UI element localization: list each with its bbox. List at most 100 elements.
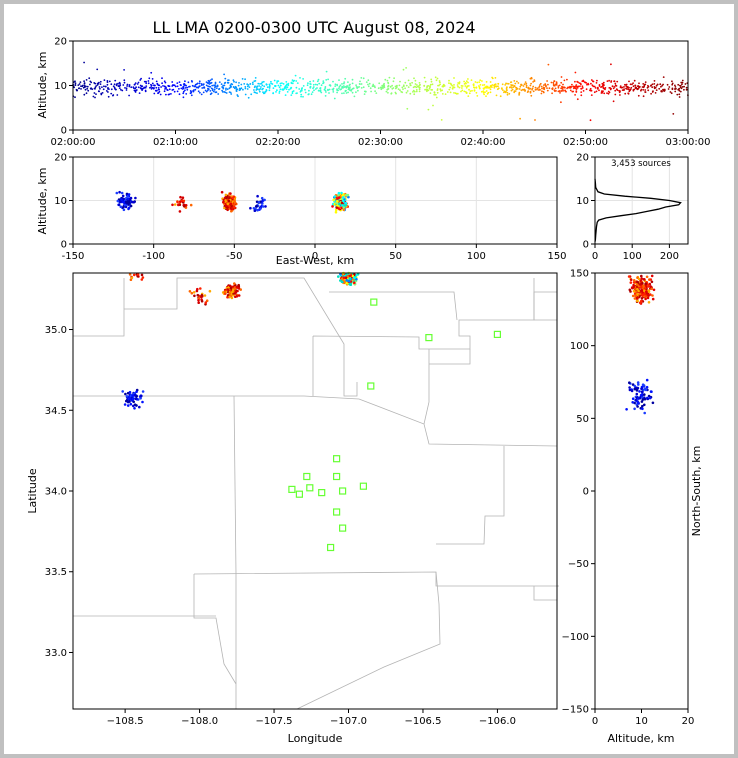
source-point <box>115 84 118 87</box>
source-point <box>125 201 129 204</box>
ew-axis-tick-label: -150 <box>62 251 85 262</box>
source-point <box>89 87 92 90</box>
source-point <box>643 403 646 407</box>
source-point <box>338 85 341 88</box>
source-point <box>132 273 136 277</box>
source-point <box>580 83 582 86</box>
longitude-axis-tick-label: −107.0 <box>330 716 367 727</box>
source-point <box>276 89 278 92</box>
source-point <box>156 82 159 85</box>
source-point <box>126 85 128 87</box>
source-point <box>449 91 452 94</box>
source-point <box>197 90 200 93</box>
source-point <box>527 86 530 89</box>
source-point <box>110 83 113 86</box>
source-point <box>231 290 234 294</box>
source-point <box>561 88 564 90</box>
source-point <box>679 90 682 93</box>
source-point <box>623 88 625 90</box>
source-point <box>359 83 361 85</box>
source-point <box>652 288 656 292</box>
source-point <box>506 91 509 94</box>
source-point <box>393 77 395 80</box>
source-point <box>632 85 635 88</box>
source-point <box>429 83 432 86</box>
source-point <box>554 87 557 90</box>
ew-axis-tick-label: 100 <box>467 251 486 262</box>
source-point <box>629 83 632 86</box>
source-point <box>392 80 395 83</box>
source-point <box>240 83 243 86</box>
source-point <box>126 197 130 201</box>
source-point <box>640 277 643 280</box>
source-point <box>202 86 205 89</box>
source-point <box>413 90 416 93</box>
source-point <box>392 87 395 89</box>
source-point <box>347 86 350 89</box>
source-point <box>118 85 121 88</box>
source-point <box>351 78 354 81</box>
source-point <box>555 82 558 85</box>
source-point <box>414 83 417 85</box>
source-point <box>614 93 617 96</box>
source-point <box>441 93 444 95</box>
latitude-axis-tick-label: 33.0 <box>45 648 67 659</box>
source-point <box>353 95 356 98</box>
source-point <box>346 85 349 87</box>
source-point <box>574 87 577 90</box>
source-point <box>479 79 482 82</box>
source-point <box>95 85 98 87</box>
source-point <box>178 88 180 90</box>
source-point <box>389 86 392 88</box>
source-point <box>287 84 290 87</box>
source-point <box>118 190 121 194</box>
source-point <box>171 89 174 91</box>
source-point <box>504 84 507 86</box>
source-point <box>129 278 133 282</box>
source-point <box>386 79 389 82</box>
ew-axis-tick-label: 150 <box>547 251 566 262</box>
source-point <box>642 83 645 85</box>
source-point <box>337 275 340 278</box>
source-point <box>122 197 125 201</box>
source-point <box>230 93 233 95</box>
source-point <box>228 284 232 288</box>
source-point <box>122 205 125 209</box>
source-point <box>589 89 591 92</box>
source-point <box>180 84 182 87</box>
source-point <box>482 90 485 92</box>
source-point <box>640 274 643 278</box>
source-point <box>640 299 643 303</box>
source-point <box>140 278 144 281</box>
source-point <box>140 77 143 80</box>
source-point <box>115 191 119 195</box>
source-point <box>661 90 663 93</box>
source-point <box>141 390 145 393</box>
source-point <box>407 79 410 82</box>
source-point <box>678 96 681 98</box>
source-point <box>552 84 555 87</box>
source-point <box>638 292 642 296</box>
source-point <box>418 86 421 89</box>
source-point <box>390 92 393 95</box>
county-boundary <box>533 278 557 321</box>
source-point <box>615 85 618 87</box>
source-point <box>316 83 319 86</box>
source-point <box>141 276 145 279</box>
source-point <box>256 92 258 95</box>
source-point <box>185 93 188 95</box>
source-point <box>562 83 564 86</box>
source-point <box>612 87 615 90</box>
source-point <box>348 283 352 286</box>
source-point <box>557 90 560 93</box>
source-point <box>282 83 285 85</box>
source-point <box>453 84 455 86</box>
source-point <box>606 80 609 82</box>
source-point <box>573 86 576 88</box>
source-point <box>640 89 642 92</box>
source-point <box>105 90 108 92</box>
source-point <box>183 205 186 208</box>
source-point <box>641 396 644 399</box>
source-point <box>516 80 518 83</box>
source-point <box>212 90 215 93</box>
